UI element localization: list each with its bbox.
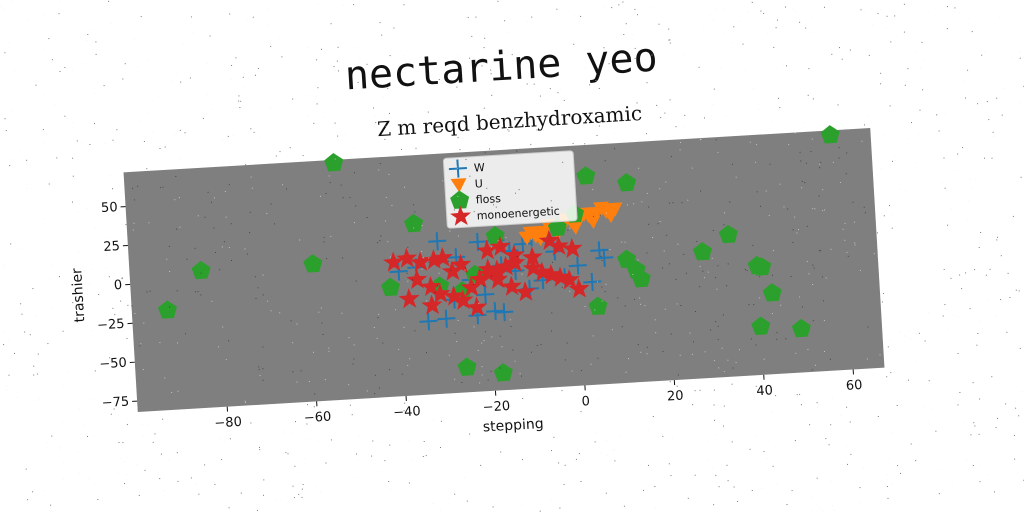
- x-tick-label: −60: [303, 410, 331, 427]
- point-floss: [191, 260, 211, 280]
- point-monoenergetic: [477, 258, 499, 279]
- x-tick-label: 0: [581, 394, 590, 409]
- point-floss: [457, 357, 477, 376]
- point-monoenergetic: [398, 288, 420, 309]
- point-W: [595, 248, 614, 267]
- point-monoenergetic: [429, 283, 451, 304]
- y-tick-label: −25: [97, 317, 125, 334]
- point-floss: [576, 166, 596, 185]
- point-floss: [631, 268, 651, 288]
- point-monoenergetic: [396, 247, 418, 268]
- point-floss: [718, 224, 738, 244]
- point-floss: [692, 242, 712, 261]
- x-tick-label: −20: [482, 399, 510, 416]
- plot-area: −80 −60 −40 −20 0 20 40 60 −75 −50 −25 0 25 50 steppin…: [69, 125, 885, 436]
- x-tick-label: −80: [214, 415, 242, 432]
- point-monoenergetic: [568, 277, 590, 299]
- point-monoenergetic: [450, 253, 472, 275]
- point-monoenergetic: [514, 281, 536, 302]
- point-monoenergetic: [466, 296, 488, 317]
- x-tick-label: 40: [756, 383, 773, 399]
- point-monoenergetic: [382, 251, 404, 272]
- point-W: [495, 303, 514, 322]
- point-W: [476, 285, 495, 304]
- x-tick-label: 60: [845, 378, 862, 394]
- y-tick-label: 50: [101, 200, 118, 216]
- legend-label-U: U: [474, 177, 483, 190]
- point-monoenergetic: [548, 235, 569, 256]
- point-U: [522, 226, 539, 241]
- x-axis-label: stepping: [482, 416, 544, 436]
- point-floss: [752, 257, 772, 276]
- point-floss: [380, 277, 400, 297]
- y-tick-label: 0: [114, 278, 123, 293]
- point-floss: [324, 153, 344, 172]
- point-floss: [751, 316, 771, 335]
- point-floss: [303, 254, 323, 273]
- y-tick-label: −50: [99, 356, 127, 373]
- point-floss: [493, 363, 513, 382]
- point-floss: [762, 283, 782, 302]
- point-monoenergetic: [421, 294, 443, 315]
- point-monoenergetic: [409, 251, 431, 272]
- point-floss: [404, 213, 424, 233]
- point-U: [567, 220, 584, 235]
- point-W: [428, 232, 447, 251]
- legend-label-monoenergetic: monoenergetic: [476, 205, 560, 223]
- point-W: [568, 256, 587, 275]
- point-monoenergetic: [432, 247, 453, 268]
- legend-marker-monoenergetic: [450, 205, 472, 226]
- point-monoenergetic: [469, 268, 491, 289]
- legend-label-W: W: [474, 161, 486, 175]
- y-axis-label: trashier: [69, 267, 88, 322]
- point-monoenergetic: [441, 260, 463, 281]
- point-U: [531, 231, 548, 247]
- point-monoenergetic: [476, 239, 498, 260]
- chart-suptitle: nectarine yeo: [344, 35, 659, 100]
- legend-label-floss: floss: [475, 192, 501, 206]
- legend-marker-floss: [450, 190, 470, 209]
- point-W: [583, 272, 602, 291]
- y-tick-label: 25: [103, 239, 120, 255]
- point-U: [602, 208, 619, 224]
- point-monoenergetic: [503, 244, 525, 265]
- point-monoenergetic: [495, 255, 517, 277]
- point-monoenergetic: [489, 235, 511, 257]
- point-W: [486, 302, 505, 321]
- point-monoenergetic: [561, 237, 583, 259]
- point-monoenergetic: [521, 246, 543, 267]
- point-W: [437, 309, 456, 328]
- y-tick-label: −75: [101, 395, 129, 412]
- point-monoenergetic: [460, 276, 482, 297]
- point-monoenergetic: [501, 275, 522, 296]
- series-monoenergetic: [382, 229, 590, 317]
- point-floss: [791, 318, 811, 338]
- x-tick-label: −40: [393, 404, 421, 421]
- legend-marker-W: [448, 159, 467, 178]
- point-U: [592, 201, 609, 217]
- point-W: [419, 312, 438, 331]
- chart-title: Z m reqd benzhydroxamic: [376, 101, 642, 141]
- legend-box: [442, 150, 578, 229]
- point-floss: [616, 173, 637, 192]
- point-U: [584, 214, 601, 229]
- point-W: [590, 241, 609, 260]
- x-tick-label: 20: [667, 389, 684, 405]
- point-floss: [617, 249, 637, 269]
- point-floss: [157, 300, 177, 319]
- point-monoenergetic: [538, 229, 560, 251]
- point-monoenergetic: [559, 269, 580, 290]
- legend-marker-U: [450, 178, 467, 193]
- point-floss: [820, 125, 840, 144]
- point-monoenergetic: [504, 252, 526, 273]
